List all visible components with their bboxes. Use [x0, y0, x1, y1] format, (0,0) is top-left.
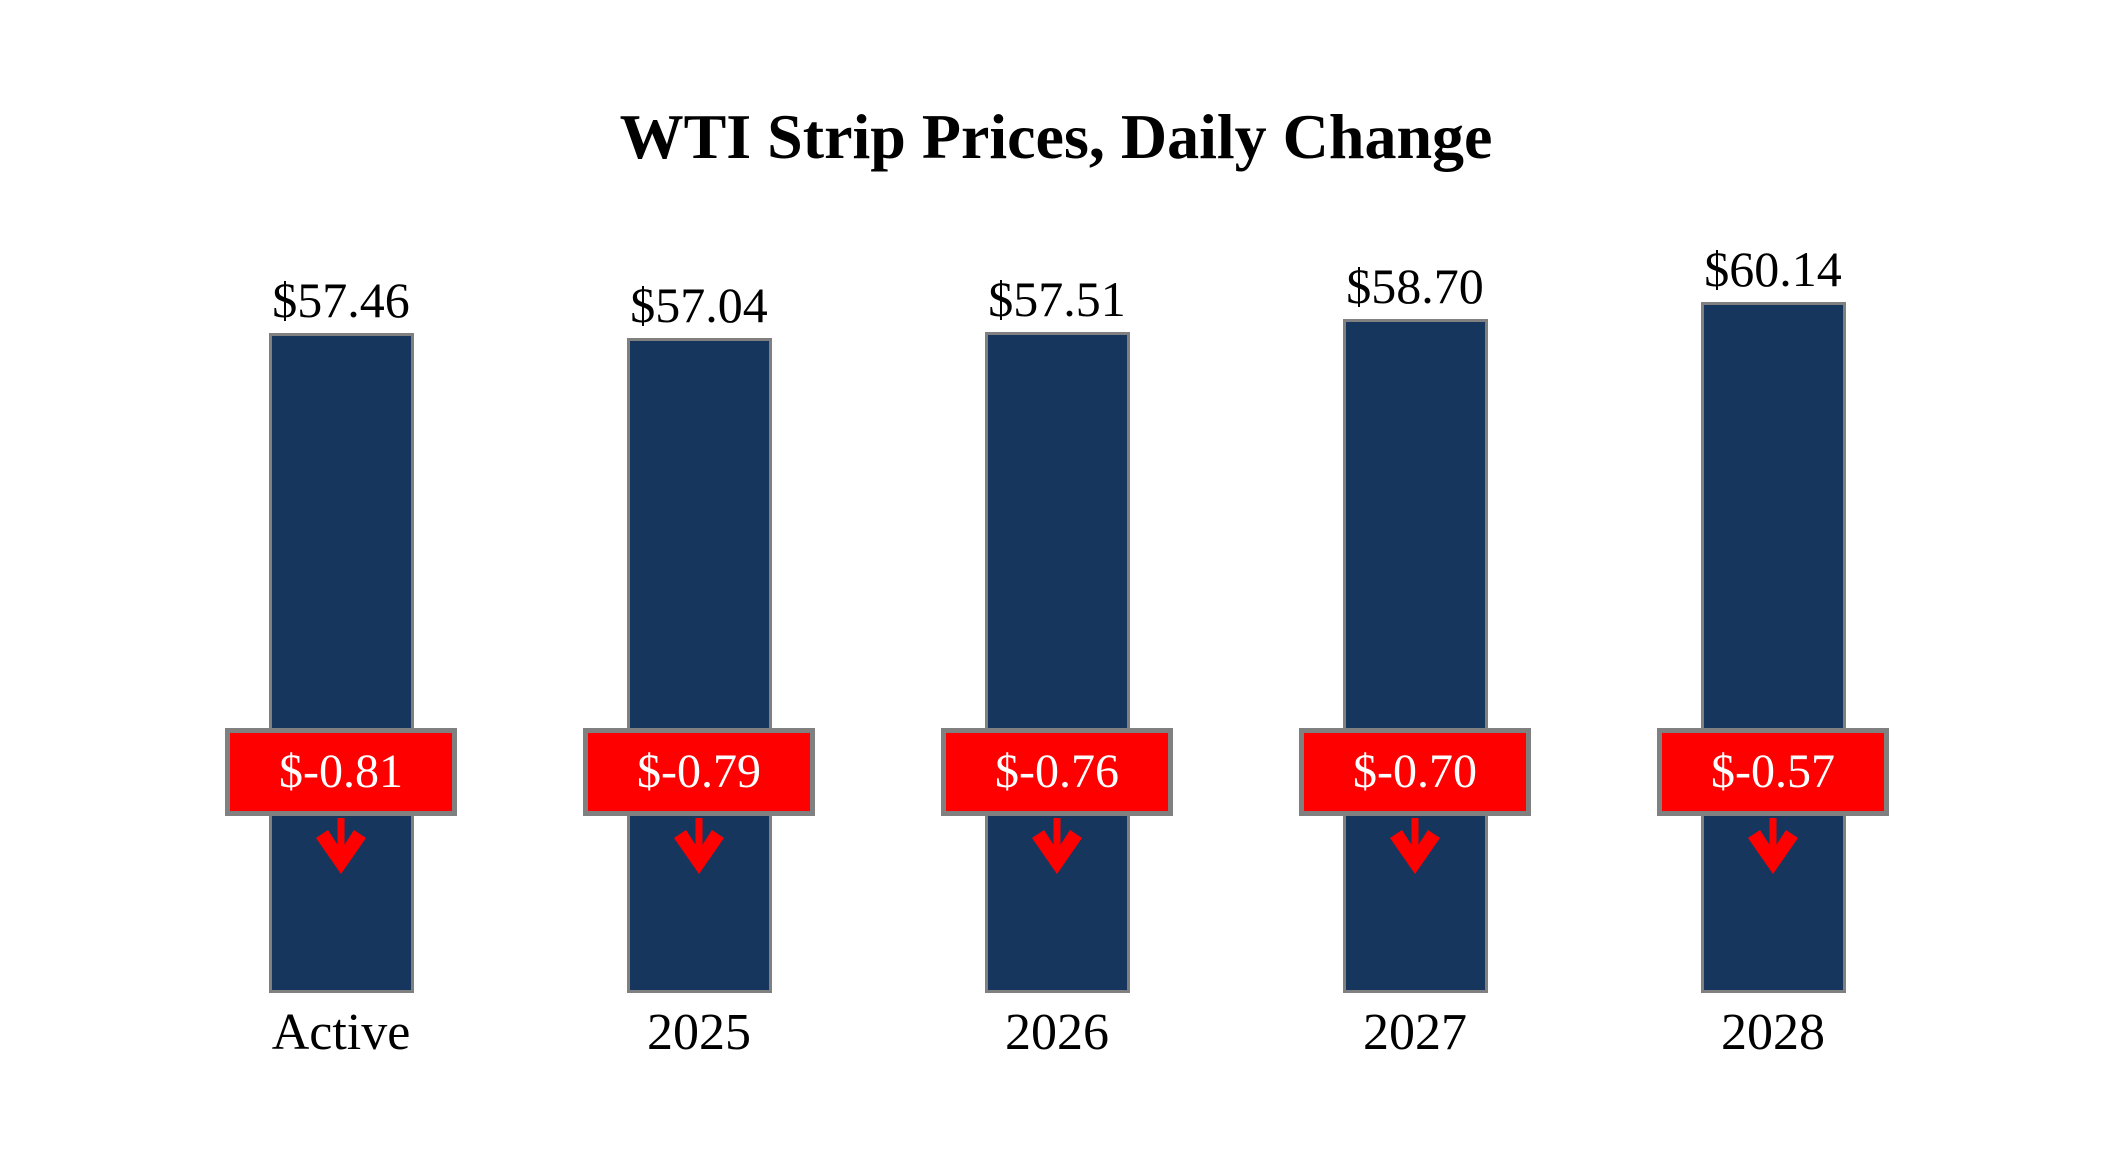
price-label: $58.70 — [1346, 258, 1484, 314]
chart-title: WTI Strip Prices, Daily Change — [619, 101, 1493, 172]
down-arrow-icon — [674, 818, 724, 874]
category-label: 2025 — [647, 1004, 751, 1061]
daily-change-value: $-0.57 — [1711, 745, 1835, 798]
price-label: $57.04 — [630, 277, 768, 333]
category-label: 2028 — [1721, 1004, 1825, 1061]
down-arrow-icon — [1390, 818, 1440, 874]
down-arrow-icon — [316, 818, 366, 874]
down-arrow-icon — [1748, 818, 1798, 874]
price-bar — [1700, 302, 1846, 993]
daily-change-value: $-0.76 — [995, 745, 1119, 798]
daily-change-badge: $-0.79 — [583, 728, 815, 816]
price-label: $60.14 — [1704, 241, 1842, 297]
daily-change-value: $-0.81 — [279, 745, 403, 798]
daily-change-badge: $-0.70 — [1299, 728, 1531, 816]
price-label: $57.51 — [988, 271, 1126, 327]
down-arrow-icon — [1032, 818, 1082, 874]
price-label: $57.46 — [272, 272, 410, 328]
daily-change-badge: $-0.76 — [941, 728, 1173, 816]
category-label: 2026 — [1005, 1004, 1109, 1061]
price-bar — [984, 332, 1130, 993]
price-bar — [268, 333, 414, 993]
daily-change-badge: $-0.81 — [225, 728, 457, 816]
bar-group-2025: $57.04 $-0.79 2025 — [520, 0, 878, 1152]
price-bar — [1342, 319, 1488, 993]
bar-group-2028: $60.14 $-0.57 2028 — [1594, 0, 1952, 1152]
bar-group-2026: $57.51 $-0.76 2026 — [878, 0, 1236, 1152]
daily-change-value: $-0.79 — [637, 745, 761, 798]
daily-change-badge: $-0.57 — [1657, 728, 1889, 816]
bar-group-2027: $58.70 $-0.70 2027 — [1236, 0, 1594, 1152]
plot-area: $57.46 $-0.81 Active $57.04 $-0.79 2025 — [162, 0, 1952, 1152]
daily-change-value: $-0.70 — [1353, 745, 1477, 798]
category-label: 2027 — [1363, 1004, 1467, 1061]
price-bar — [626, 338, 772, 993]
bar-group-active: $57.46 $-0.81 Active — [162, 0, 520, 1152]
category-label: Active — [271, 1004, 411, 1061]
